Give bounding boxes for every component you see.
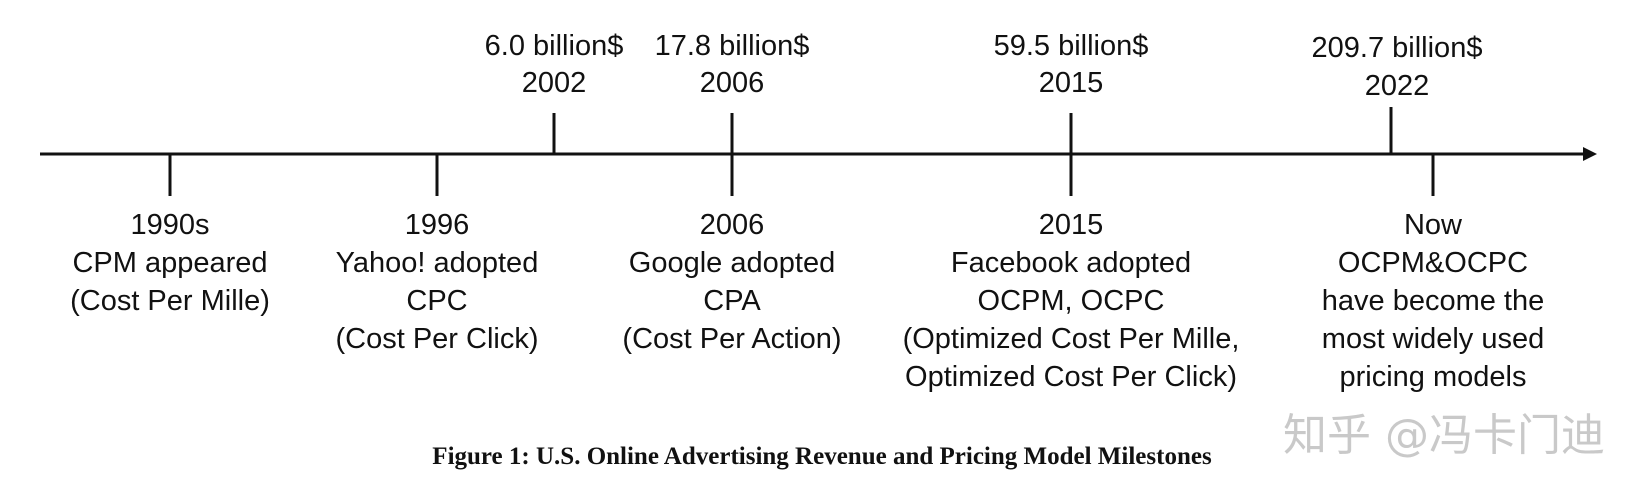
- pricing-line: CPC: [406, 285, 467, 317]
- pricing-line: (Cost Per Click): [335, 323, 538, 355]
- pricing-line: Facebook adopted: [951, 247, 1191, 279]
- pricing-line: (Optimized Cost Per Mille,: [903, 323, 1240, 355]
- revenue-amount: 209.7 billion$: [1312, 32, 1483, 64]
- pricing-line: have become the: [1322, 285, 1544, 317]
- pricing-line: 2006: [700, 209, 765, 241]
- pricing-label-2006: 2006 Google adopted CPA (Cost Per Action…: [622, 209, 841, 355]
- pricing-line: CPA: [703, 285, 761, 317]
- revenue-amount: 17.8 billion$: [655, 30, 810, 62]
- timeline-arrowhead: [1583, 147, 1597, 161]
- pricing-line: pricing models: [1340, 361, 1527, 393]
- revenue-year: 2002: [522, 67, 587, 99]
- revenue-year: 2022: [1365, 70, 1430, 102]
- watermark-text: 知乎 @冯卡门迪: [1283, 410, 1605, 461]
- revenue-year: 2006: [700, 67, 765, 99]
- figure-caption: Figure 1: U.S. Online Advertising Revenu…: [432, 443, 1212, 470]
- pricing-line: CPM appeared: [72, 247, 267, 279]
- pricing-line: Yahoo! adopted: [336, 247, 539, 279]
- revenue-label-2015: 59.5 billion$ 2015: [994, 30, 1149, 99]
- revenue-amount: 59.5 billion$: [994, 30, 1149, 62]
- pricing-line: 1990s: [130, 209, 209, 241]
- pricing-label-1996: 1996 Yahoo! adopted CPC (Cost Per Click): [335, 209, 538, 355]
- revenue-year: 2015: [1039, 67, 1104, 99]
- pricing-line: Optimized Cost Per Click): [905, 361, 1237, 393]
- pricing-line: Now: [1404, 209, 1463, 241]
- pricing-line: (Cost Per Action): [622, 323, 841, 355]
- pricing-line: most widely used: [1322, 323, 1544, 355]
- revenue-label-2022: 209.7 billion$ 2022: [1312, 32, 1483, 102]
- pricing-label-now: Now OCPM&OCPC have become the most widel…: [1322, 209, 1544, 393]
- pricing-line: 2015: [1039, 209, 1104, 241]
- pricing-line: OCPM, OCPC: [978, 285, 1165, 317]
- revenue-label-2002: 6.0 billion$ 2002: [485, 30, 624, 99]
- revenue-label-2006: 17.8 billion$ 2006: [655, 30, 810, 99]
- pricing-label-2015: 2015 Facebook adopted OCPM, OCPC (Optimi…: [903, 209, 1240, 393]
- revenue-amount: 6.0 billion$: [485, 30, 624, 62]
- pricing-label-1990s: 1990s CPM appeared (Cost Per Mille): [70, 209, 270, 317]
- pricing-line: (Cost Per Mille): [70, 285, 270, 317]
- pricing-line: 1996: [405, 209, 470, 241]
- pricing-line: OCPM&OCPC: [1338, 247, 1528, 279]
- pricing-line: Google adopted: [629, 247, 835, 279]
